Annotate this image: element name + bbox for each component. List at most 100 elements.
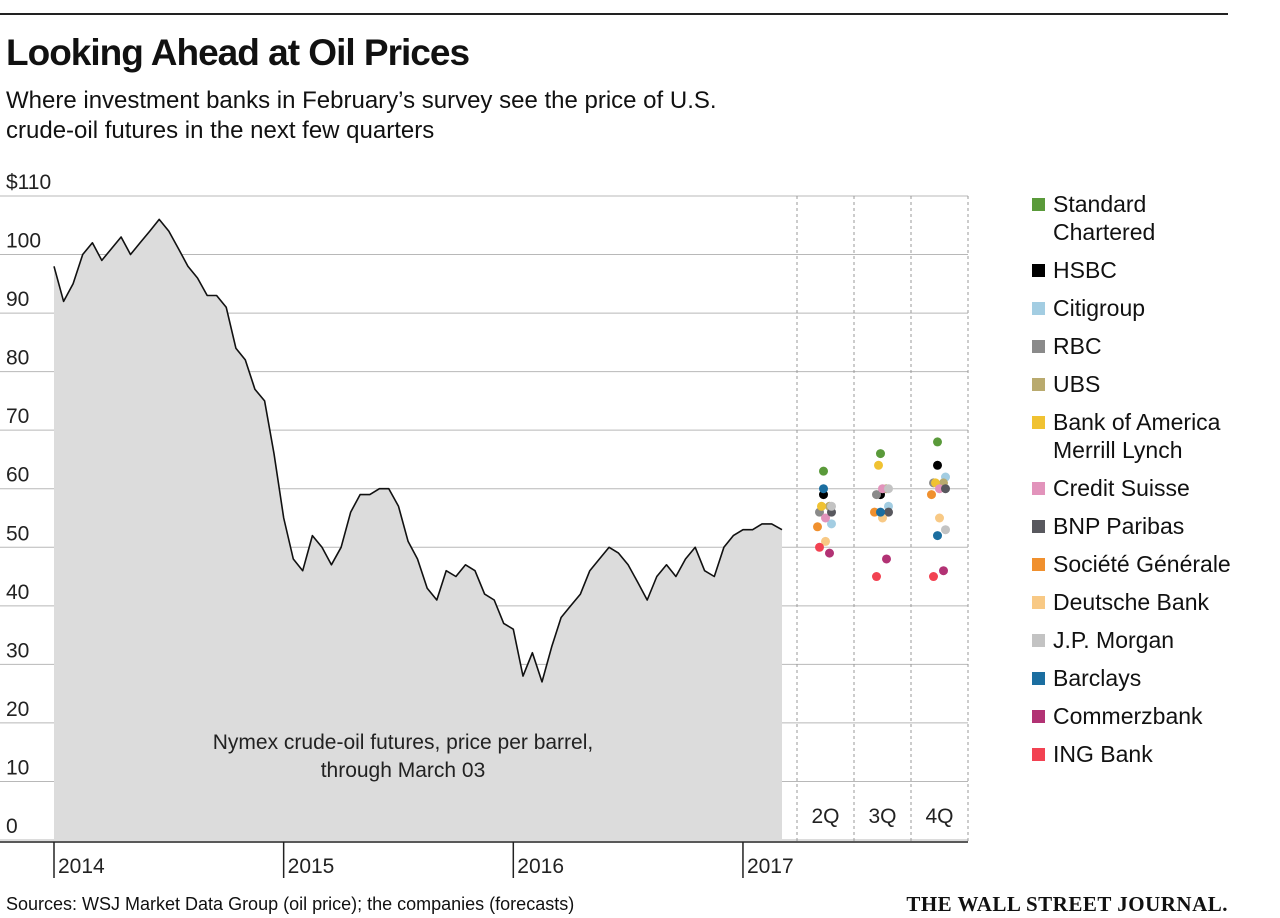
forecast-dot [933,437,942,447]
y-tick-label: $110 [6,171,51,194]
legend: Standard Chartered HSBC Citigroup RBC UBS Ban… [1032,190,1232,778]
legend-swatch [1032,634,1045,647]
legend-label: J.P. Morgan [1053,627,1175,653]
forecast-dot [935,513,944,523]
forecasts: 2Q 3Q 4Q [796,196,969,842]
y-tick-label: 50 [6,522,29,545]
legend-label: Credit Suisse [1053,475,1190,501]
y-tick-label: 10 [6,756,29,779]
legend-swatch [1032,198,1045,211]
x-tick-label: 2015 [288,855,335,878]
price-line [53,218,783,683]
legend-label: Citigroup [1053,295,1146,321]
y-tick-label: 90 [6,288,29,311]
legend-item: UBS [1032,370,1232,398]
legend-label: UBS [1053,371,1101,397]
forecast-dot [817,501,826,511]
x-tick-label: 2014 [58,855,105,878]
legend-label: Barclays [1053,665,1142,691]
forecast-dot [825,548,834,558]
legend-swatch [1032,416,1045,429]
legend-label: Commerzbank [1053,703,1203,729]
legend-item: Société Générale [1032,550,1232,578]
legend-item: Bank of America Merrill Lynch [1032,408,1228,464]
legend-item: Standard Chartered [1032,190,1183,246]
forecast-dot [821,536,830,546]
price-area [54,219,782,840]
legend-item: RBC [1032,332,1232,360]
forecast-dot [827,501,836,511]
y-tick-label: 0 [6,815,18,838]
legend-swatch [1032,264,1045,277]
x-category-label: 3Q [868,805,896,828]
legend-swatch [1032,558,1045,571]
forecast-dot [872,490,881,500]
legend-label: RBC [1053,333,1102,359]
legend-swatch [1032,302,1045,315]
forecast-dot [876,507,885,517]
x-category-label: 2Q [811,805,839,828]
legend-label: Deutsche Bank [1053,589,1209,615]
forecast-dot [872,572,881,582]
annotation: Nymex crude-oil futures, price per barre… [213,731,593,754]
legend-swatch [1032,340,1045,353]
y-tick-label: 70 [6,405,29,428]
legend-item: ING Bank [1032,740,1232,768]
top-rule [0,13,1228,15]
forecast-dot [929,572,938,582]
y-tick-label: 30 [6,639,29,662]
legend-swatch [1032,482,1045,495]
forecast-dot [933,460,942,470]
legend-label: ING Bank [1053,741,1153,767]
forecast-dot [884,507,893,517]
forecast-dot [933,531,942,541]
legend-label: Bank of America Merrill Lynch [1053,409,1221,463]
source: Sources: WSJ Market Data Group (oil pric… [6,894,575,914]
forecast-dot [874,460,883,470]
forecast-dot [939,566,948,576]
forecast-dot [927,490,936,500]
legend-swatch [1032,748,1045,761]
chart-subtitle: Where investment banks in February’s sur… [6,87,717,144]
chart: 0 10 20 30 40 50 60 70 80 90 100 $110 Nymex crude-o… [0,171,969,878]
y-tick-label: 20 [6,698,29,721]
forecast-dot [876,449,885,459]
x-category-label: 4Q [925,805,953,828]
legend-item: BNP Paribas [1032,512,1232,540]
y-tick-label: 40 [6,581,29,604]
legend-label: BNP Paribas [1053,513,1185,539]
legend-item: J.P. Morgan [1032,626,1232,654]
legend-swatch [1032,710,1045,723]
legend-swatch [1032,378,1045,391]
plot: Nymex crude-oil futures, price per barre… [53,218,783,840]
legend-swatch [1032,672,1045,685]
forecast-dot [827,519,836,529]
annotation: through March 03 [321,759,486,782]
forecast-dot [941,525,950,535]
publisher: THE WALL STREET JOURNAL. [906,892,1228,916]
legend-label: HSBC [1053,257,1117,283]
x-tick-label: 2016 [517,855,564,878]
y-tick-label: 60 [6,464,29,487]
legend-item: HSBC [1032,256,1232,284]
y-tick-label: 100 [6,230,41,253]
forecast-dot [813,522,822,532]
x-axis: 2014 2015 2016 2017 [0,841,968,878]
y-tick-label: 80 [6,347,29,370]
legend-item: Citigroup [1032,294,1232,322]
forecast-dot [815,542,824,552]
legend-item: Credit Suisse [1032,474,1232,502]
forecast-dot [884,484,893,494]
legend-item: Deutsche Bank [1032,588,1232,616]
legend-item: Commerzbank [1032,702,1232,730]
chart-title: Looking Ahead at Oil Prices [6,32,470,73]
legend-label: Standard Chartered [1053,191,1156,245]
forecast-dot [821,513,830,523]
legend-swatch [1032,520,1045,533]
forecast-dot [819,466,828,476]
legend-swatch [1032,596,1045,609]
forecast-dot [941,484,950,494]
forecast-dot [819,484,828,494]
forecast-dot [882,554,891,564]
